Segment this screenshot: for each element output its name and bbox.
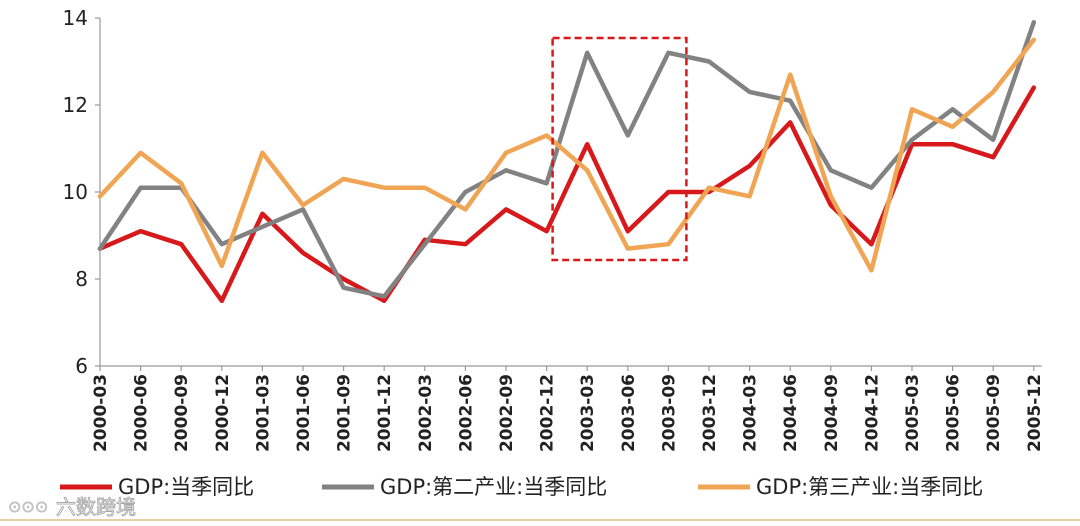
x-tick-label: 2001-09: [335, 374, 355, 452]
x-tick-label: 2002-12: [538, 374, 558, 452]
x-tick-label: 2002-06: [456, 374, 476, 452]
x-tick-label: 2003-12: [700, 374, 720, 452]
y-tick-label: 14: [63, 6, 88, 30]
legend-label-2: GDP:第二产业:当季同比: [380, 475, 607, 499]
x-tick-label: 2004-06: [781, 374, 801, 452]
x-tick-label: 2000-03: [91, 374, 111, 452]
x-tick-label: 2002-09: [497, 374, 517, 452]
x-tick-label: 2001-06: [294, 374, 314, 452]
series-line-2: [97, 20, 1037, 299]
x-tick-label: 2004-03: [741, 374, 761, 452]
x-tick-label: 2000-09: [172, 374, 192, 452]
x-tick-label: 2005-06: [944, 374, 964, 452]
watermark: ⊙⊙⊙ 六数跨境: [8, 495, 137, 520]
watermark-logo-icon: ⊙⊙⊙: [8, 497, 48, 516]
x-tick-label: 2004-09: [822, 374, 842, 452]
legend-label-1: GDP:当季同比: [118, 475, 254, 499]
highlight-box: [551, 36, 688, 262]
x-tick-label: 2001-12: [375, 374, 395, 452]
legend: GDP:当季同比 GDP:第二产业:当季同比 GDP:第三产业:当季同比: [0, 475, 1080, 521]
series-line-3: [97, 37, 1037, 273]
x-tick-label: 2003-06: [619, 374, 639, 452]
x-tick-label: 2005-09: [984, 374, 1004, 452]
x-tick-label: 2005-03: [903, 374, 923, 452]
y-tick-label: 10: [63, 180, 88, 204]
x-tick-label: 2003-09: [659, 374, 679, 452]
x-tick-label: 2004-12: [862, 374, 882, 452]
x-tick-label: 2001-03: [253, 374, 273, 452]
highlight-rect: [551, 36, 688, 262]
y-tick-label: 12: [63, 93, 88, 117]
series-lines: [97, 20, 1037, 304]
y-tick-labels: 6 8 10 12 14: [63, 6, 88, 378]
legend-label-3: GDP:第三产业:当季同比: [756, 475, 983, 499]
x-tick-label: 2000-06: [132, 374, 152, 452]
x-tick-labels: 2000-03 2000-06 2000-09 2000-12 2001-03 2001-…: [91, 374, 1045, 452]
x-tick-label: 2005-12: [1025, 374, 1045, 452]
x-tick-label: 2003-03: [578, 374, 598, 452]
x-tick-label: 2002-03: [416, 374, 436, 452]
y-tick-label: 8: [75, 267, 88, 291]
y-tick-label: 6: [75, 354, 88, 378]
watermark-text: 六数跨境: [56, 495, 136, 519]
axes: [95, 17, 1042, 371]
x-tick-label: 2000-12: [213, 374, 233, 452]
